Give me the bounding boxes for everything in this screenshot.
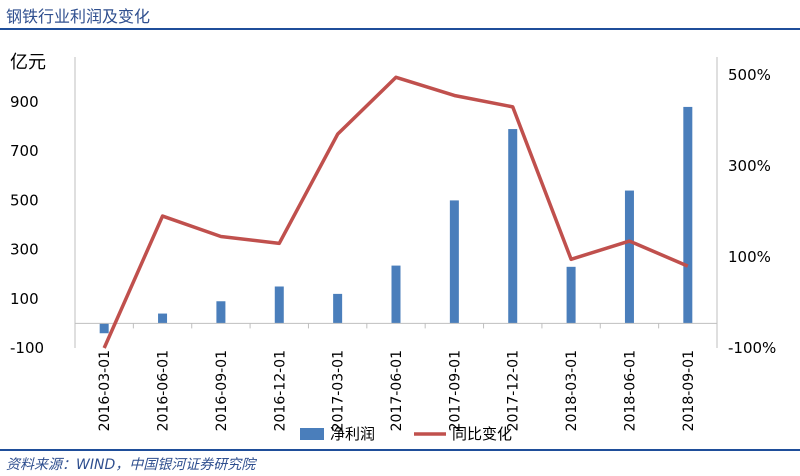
bar	[449, 200, 459, 324]
x-tick-label: 2016-06-01	[156, 350, 172, 431]
x-tick-label: 2018-03-01	[564, 350, 580, 431]
x-tick-label: 2016-09-01	[214, 350, 230, 431]
bar	[683, 106, 693, 324]
left-tick-label: 100	[10, 290, 39, 308]
x-tick-label: 2017-03-01	[331, 350, 347, 431]
left-tick-label: 700	[10, 142, 39, 160]
legend-label-yoy-change: 同比变化	[452, 425, 512, 443]
left-axis-label: 亿元	[10, 52, 46, 73]
bar	[216, 301, 226, 324]
left-axis-ticks: -100 100 300 500 700 900	[10, 93, 44, 357]
right-tick-label: 100%	[728, 248, 771, 266]
x-tick-label: 2017-06-01	[389, 350, 405, 431]
page-title: 钢铁行业利润及变化	[6, 7, 151, 26]
bar-series-net-profit	[99, 106, 693, 334]
right-axis-ticks: 500% 300% 100% -100%	[728, 66, 776, 357]
source-note: 资料来源：WIND，中国银河证券研究院	[6, 457, 256, 473]
x-tick-label: 2017-12-01	[506, 350, 522, 431]
left-tick-label: 500	[10, 191, 39, 209]
x-tick-label: 2016-03-01	[97, 350, 113, 431]
left-tick-label: 300	[10, 241, 39, 259]
title-rule	[0, 28, 800, 30]
left-tick-label: -100	[10, 339, 44, 357]
legend-swatch-net-profit	[300, 428, 324, 440]
legend-label-net-profit: 净利润	[330, 425, 375, 443]
bar	[333, 293, 343, 324]
bar	[624, 190, 634, 324]
right-tick-label: 300%	[728, 157, 771, 175]
x-tick-label: 2017-09-01	[447, 350, 463, 431]
x-tick-label: 2016-12-01	[272, 350, 288, 431]
bar	[391, 265, 401, 324]
right-tick-label: 500%	[728, 66, 771, 84]
bar	[158, 313, 168, 324]
x-tick-label: 2018-06-01	[622, 350, 638, 431]
bar	[274, 286, 284, 324]
right-tick-label: -100%	[728, 339, 776, 357]
left-tick-label: 900	[10, 93, 39, 111]
line-series-yoy-change	[102, 75, 689, 349]
x-tick-label: 2018-09-01	[681, 350, 697, 431]
bar	[99, 323, 109, 334]
bar	[566, 266, 576, 324]
bar	[508, 129, 518, 324]
footer-rule	[0, 449, 800, 451]
x-axis-ticks: 2016-03-01 2016-06-01 2016-09-01 2016-12-01…	[74, 323, 718, 431]
legend: 净利润 同比变化	[300, 425, 512, 443]
